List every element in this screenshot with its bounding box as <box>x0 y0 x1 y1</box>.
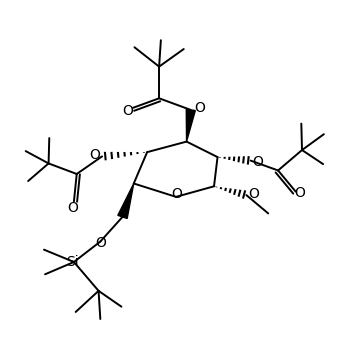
Text: O: O <box>96 236 106 250</box>
Text: O: O <box>89 148 100 162</box>
Text: O: O <box>295 186 305 200</box>
Text: O: O <box>122 104 133 118</box>
Polygon shape <box>118 184 134 218</box>
Text: O: O <box>172 187 182 201</box>
Text: O: O <box>249 187 259 201</box>
Text: O: O <box>194 101 205 115</box>
Polygon shape <box>186 109 195 142</box>
Text: Si: Si <box>66 255 78 269</box>
Text: O: O <box>252 155 263 169</box>
Text: O: O <box>67 201 78 215</box>
